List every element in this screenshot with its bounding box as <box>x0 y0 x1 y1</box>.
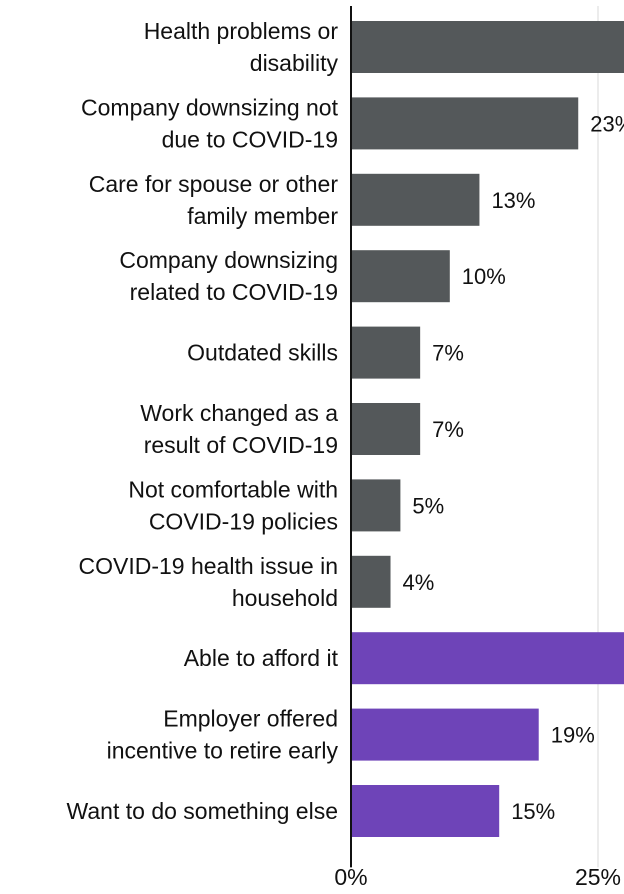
bar <box>351 21 624 73</box>
category-label: Not comfortable with COVID-19 policies <box>128 476 338 534</box>
category-label: Able to afford it <box>184 645 339 671</box>
bar <box>351 708 539 761</box>
category-label: Employer offered incentive to retire earl… <box>107 706 339 764</box>
data-label: 4% <box>403 570 435 595</box>
bar <box>351 479 401 532</box>
data-label: 23% <box>590 111 624 136</box>
data-label: 15% <box>511 799 555 824</box>
x-tick-label: 25% <box>575 864 621 890</box>
bar <box>351 403 421 455</box>
category-labels: Health problems or disability Company down… <box>67 18 339 824</box>
data-label: 5% <box>412 493 444 518</box>
category-label: Company downsizing not due to COVID-19 <box>81 94 339 152</box>
value-labels: 32%23%13%10%7%7%5%4%38%19%15% <box>403 111 624 824</box>
gridlines <box>597 6 599 868</box>
category-label: Work changed as a result of COVID-19 <box>140 400 338 458</box>
category-label: Care for spouse or other family member <box>89 171 339 229</box>
bar <box>351 555 391 608</box>
bar <box>351 97 579 150</box>
bar <box>351 250 450 303</box>
category-label: Want to do something else <box>67 798 338 824</box>
x-tick-label: 0% <box>334 864 367 890</box>
category-label: Outdated skills <box>187 340 338 366</box>
category-label: COVID-19 health issue in household <box>78 553 338 611</box>
bar <box>351 785 500 837</box>
category-label: Health problems or disability <box>144 18 339 76</box>
bar <box>351 632 624 685</box>
category-label: Company downsizing related to COVID-19 <box>119 247 338 305</box>
data-label: 13% <box>491 188 535 213</box>
data-label: 7% <box>432 417 464 442</box>
bar <box>351 173 480 226</box>
bars <box>351 21 624 837</box>
data-label: 19% <box>551 723 595 748</box>
x-tick-labels: 0%25%50% <box>334 864 621 890</box>
data-label: 10% <box>462 264 506 289</box>
bar <box>351 326 421 379</box>
data-label: 7% <box>432 341 464 366</box>
